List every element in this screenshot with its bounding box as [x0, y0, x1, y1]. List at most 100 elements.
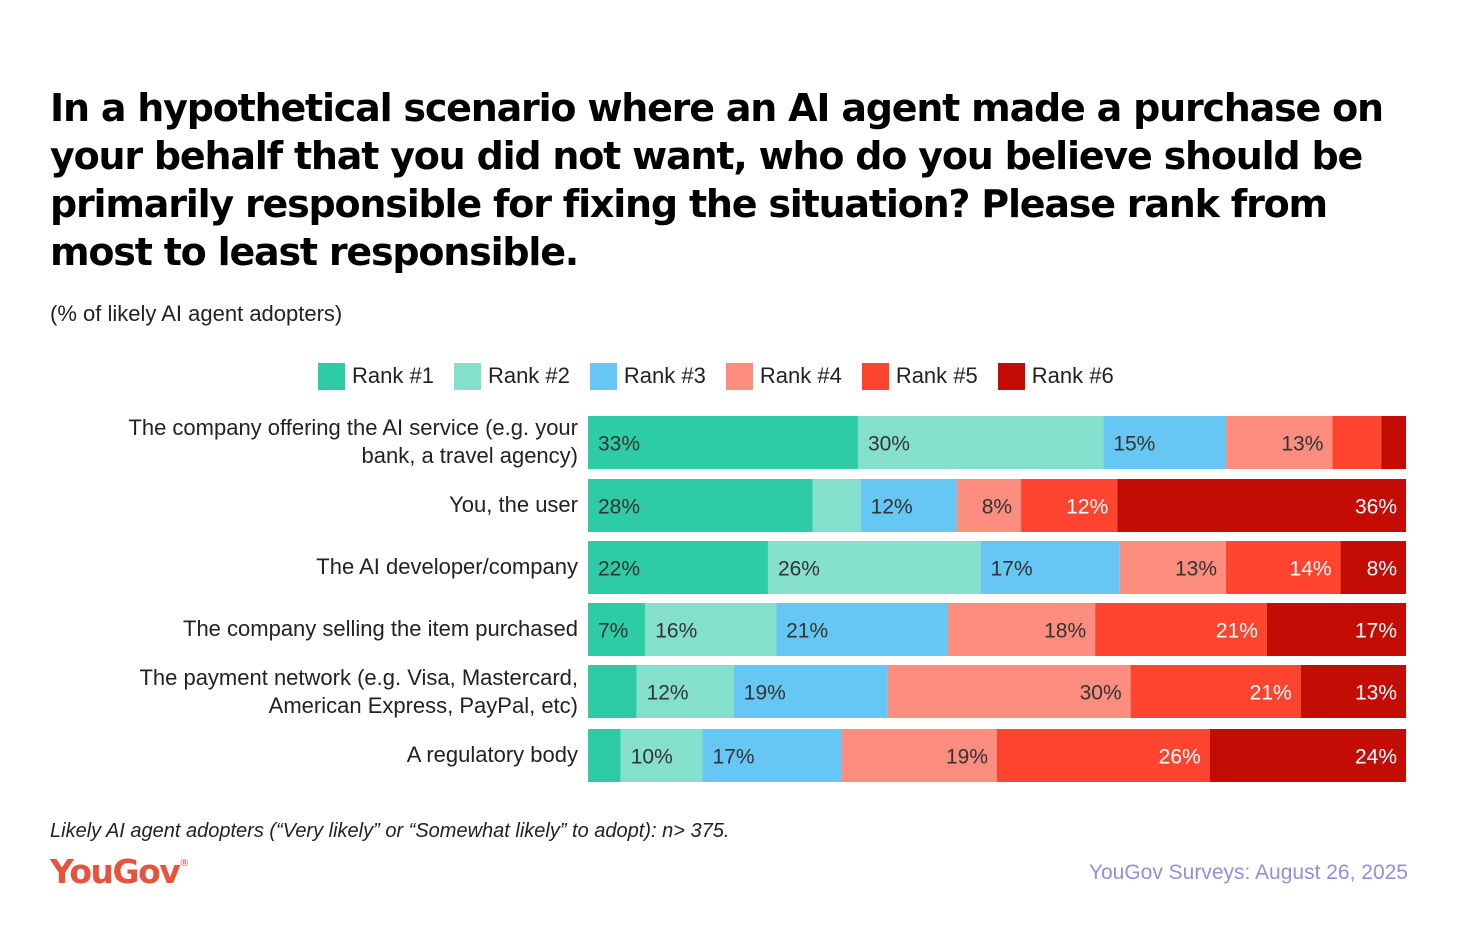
bar-segment-row-3-rank-4 [1119, 541, 1227, 594]
category-label-line: A regulatory body [406, 742, 578, 767]
bar-segment-row-6-rank-4 [841, 729, 997, 782]
category-label-seller: The company selling the item purchased [18, 615, 578, 643]
data-label-row-4-rank-6: 17% [1355, 620, 1397, 643]
chart-title: In a hypothetical scenario where an AI a… [50, 86, 1384, 274]
legend-swatch-rank-5 [861, 362, 889, 390]
legend-item-rank-2: Rank #2 [453, 362, 570, 390]
bar-segment-row-1-rank-2 [857, 416, 1104, 469]
bar-segment-row-4-rank-4 [947, 603, 1096, 656]
data-label-row-6-rank-6: 24% [1355, 746, 1397, 769]
bar-segment-row-6-rank-1 [588, 729, 621, 782]
bar-segment-row-5-rank-3 [733, 665, 888, 718]
data-label-row-2-rank-5: 12% [1066, 496, 1108, 519]
category-label-line: The company selling the item purchased [183, 616, 578, 641]
bar-segment-row-6-rank-5 [997, 729, 1210, 782]
legend-label-rank-4: Rank #4 [759, 363, 842, 388]
bar-segment-row-1-rank-6 [1381, 416, 1406, 469]
category-label-line: The company offering the AI service (e.g… [128, 415, 578, 440]
bar-segment-row-3-rank-1 [588, 541, 768, 594]
legend-item-rank-5: Rank #5 [861, 362, 978, 390]
data-label-row-6-rank-5: 26% [1159, 746, 1201, 769]
data-label-row-2-rank-4: 8% [982, 496, 1012, 519]
bar-segment-row-3-rank-3 [980, 541, 1120, 594]
bar-segment-row-1-rank-3 [1103, 416, 1227, 469]
data-label-row-5-rank-6: 13% [1355, 682, 1397, 705]
data-label-row-3-rank-1: 22% [598, 558, 640, 581]
chart-subtitle: (% of likely AI agent adopters) [50, 301, 343, 326]
legend-item-rank-6: Rank #6 [997, 362, 1114, 390]
bar-segment-row-3-rank-6 [1340, 541, 1406, 594]
data-label-row-5-rank-3: 19% [744, 682, 786, 705]
bar-segment-row-2-rank-1 [588, 479, 813, 532]
logo-text: YouGov [50, 852, 181, 891]
legend-label-rank-3: Rank #3 [623, 363, 706, 388]
footnote: Likely AI agent adopters (“Very likely” … [50, 820, 730, 842]
data-label-row-6-rank-4: 19% [946, 746, 988, 769]
data-label-row-3-rank-3: 17% [991, 558, 1033, 581]
legend-label-rank-1: Rank #1 [352, 363, 434, 388]
category-label-ai-developer: The AI developer/company [18, 553, 578, 581]
legend-item-rank-4: Rank #4 [725, 362, 842, 390]
bar-segment-row-5-rank-5 [1130, 665, 1301, 718]
legend-swatch-rank-3 [589, 362, 617, 390]
category-label-regulatory-body: A regulatory body [18, 741, 578, 769]
bar-segment-row-2-rank-3 [860, 479, 957, 532]
data-label-row-3-rank-2: 26% [778, 558, 820, 581]
category-label-ai-service-company: The company offering the AI service (e.g… [18, 414, 578, 470]
bar-segment-row-2-rank-2 [812, 479, 861, 532]
data-label-row-1-rank-4: 13% [1281, 433, 1323, 456]
legend-item-rank-1: Rank #1 [318, 362, 434, 390]
bar-segment-row-3-rank-2 [767, 541, 981, 594]
data-label-row-6-rank-3: 17% [713, 746, 755, 769]
data-label-row-6-rank-2: 10% [631, 746, 673, 769]
yougov-logo: YouGov® [50, 852, 189, 891]
data-label-row-2-rank-3: 12% [871, 496, 913, 519]
bar-segment-row-1-rank-4 [1226, 416, 1333, 469]
data-label-row-4-rank-1: 7% [598, 620, 628, 643]
data-label-row-3-rank-4: 13% [1175, 558, 1217, 581]
bar-segment-row-4-rank-6 [1266, 603, 1406, 656]
bar-segment-row-6-rank-6 [1209, 729, 1406, 782]
category-label-line: You, the user [449, 492, 578, 517]
bar-segment-row-5-rank-6 [1300, 665, 1406, 718]
data-label-row-5-rank-4: 30% [1080, 682, 1122, 705]
data-label-row-5-rank-2: 12% [647, 682, 689, 705]
bar-segment-row-4-rank-3 [776, 603, 948, 656]
bar-segment-row-4-rank-5 [1095, 603, 1267, 656]
data-label-row-4-rank-3: 21% [786, 620, 828, 643]
data-label-row-1-rank-2: 30% [868, 433, 910, 456]
data-label-row-2-rank-6: 36% [1355, 496, 1397, 519]
category-label-line: American Express, PayPal, etc) [268, 693, 578, 718]
registered-mark: ® [179, 858, 190, 869]
bar-segment-row-1-rank-1 [588, 416, 858, 469]
bar-segment-row-5-rank-4 [887, 665, 1131, 718]
data-label-row-1-rank-1: 33% [598, 433, 640, 456]
bar-segment-row-2-rank-6 [1117, 479, 1406, 532]
bar-segment-row-1-rank-5 [1332, 416, 1382, 469]
category-label-line: The AI developer/company [316, 554, 578, 579]
bar-segment-row-4-rank-1 [588, 603, 646, 656]
bar-segment-row-2-rank-5 [1021, 479, 1118, 532]
category-label-line: The payment network (e.g. Visa, Masterca… [139, 665, 578, 690]
category-label-user: You, the user [18, 491, 578, 519]
data-label-row-3-rank-6: 8% [1367, 558, 1397, 581]
legend-label-rank-2: Rank #2 [487, 363, 570, 388]
data-label-row-2-rank-1: 28% [598, 496, 640, 519]
legend-item-rank-3: Rank #3 [589, 362, 706, 390]
data-label-row-4-rank-4: 18% [1044, 620, 1086, 643]
bar-segment-row-6-rank-3 [702, 729, 842, 782]
bar-segment-row-5-rank-1 [588, 665, 637, 718]
legend: Rank #1 Rank #2 Rank #3 Rank #4 Rank #5 … [318, 361, 1134, 391]
legend-swatch-rank-1 [318, 362, 345, 390]
source-note: YouGov Surveys: August 26, 2025 [1088, 861, 1408, 884]
data-label-row-3-rank-5: 14% [1290, 558, 1332, 581]
category-label-line: bank, a travel agency) [361, 443, 578, 468]
bar-segment-row-3-rank-5 [1226, 541, 1341, 594]
category-label-payment-network: The payment network (e.g. Visa, Masterca… [18, 664, 578, 720]
bar-segment-row-6-rank-2 [620, 729, 703, 782]
legend-swatch-rank-4 [725, 362, 753, 390]
legend-label-rank-6: Rank #6 [1031, 363, 1114, 388]
bar-segment-row-4-rank-2 [645, 603, 777, 656]
legend-swatch-rank-2 [453, 362, 481, 390]
legend-swatch-rank-6 [997, 362, 1025, 390]
